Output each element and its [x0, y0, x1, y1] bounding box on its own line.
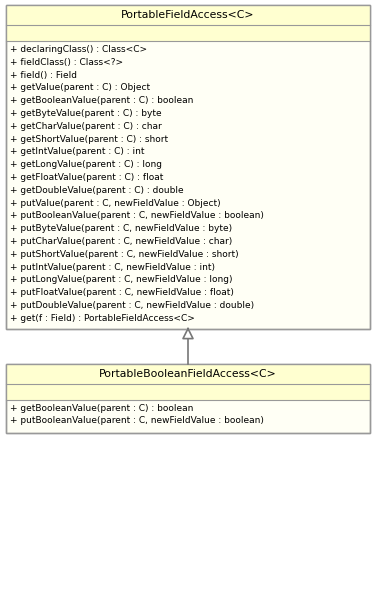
Text: + getDoubleValue(parent : C) : double: + getDoubleValue(parent : C) : double [10, 186, 183, 195]
Text: + declaringClass() : Class<C>: + declaringClass() : Class<C> [10, 45, 147, 54]
Text: + getLongValue(parent : C) : long: + getLongValue(parent : C) : long [10, 160, 162, 169]
Text: + putCharValue(parent : C, newFieldValue : char): + putCharValue(parent : C, newFieldValue… [10, 237, 232, 246]
Text: + putLongValue(parent : C, newFieldValue : long): + putLongValue(parent : C, newFieldValue… [10, 275, 232, 284]
Text: + getBooleanValue(parent : C) : boolean: + getBooleanValue(parent : C) : boolean [10, 403, 193, 413]
Text: + getValue(parent : C) : Object: + getValue(parent : C) : Object [10, 83, 150, 93]
Text: + putValue(parent : C, newFieldValue : Object): + putValue(parent : C, newFieldValue : O… [10, 199, 221, 208]
Text: + getFloatValue(parent : C) : float: + getFloatValue(parent : C) : float [10, 173, 164, 182]
Bar [6, 5, 370, 329]
Text: + putByteValue(parent : C, newFieldValue : byte): + putByteValue(parent : C, newFieldValue… [10, 224, 232, 233]
Text: + putBooleanValue(parent : C, newFieldValue : boolean): + putBooleanValue(parent : C, newFieldVa… [10, 211, 264, 221]
Text: + putIntValue(parent : C, newFieldValue : int): + putIntValue(parent : C, newFieldValue … [10, 262, 215, 272]
Text: + getShortValue(parent : C) : short: + getShortValue(parent : C) : short [10, 135, 168, 143]
Text: PortableBooleanFieldAccess<C>: PortableBooleanFieldAccess<C> [99, 368, 277, 379]
Bar [6, 384, 370, 400]
Bar [6, 5, 370, 329]
Text: + putBooleanValue(parent : C, newFieldValue : boolean): + putBooleanValue(parent : C, newFieldVa… [10, 416, 264, 425]
Bar [6, 364, 370, 384]
Text: + putShortValue(parent : C, newFieldValue : short): + putShortValue(parent : C, newFieldValu… [10, 250, 239, 259]
Bar [6, 25, 370, 41]
Text: + getIntValue(parent : C) : int: + getIntValue(parent : C) : int [10, 147, 144, 156]
Text: + fieldClass() : Class<?>: + fieldClass() : Class<?> [10, 58, 123, 67]
Text: + getBooleanValue(parent : C) : boolean: + getBooleanValue(parent : C) : boolean [10, 96, 193, 105]
Text: + field() : Field: + field() : Field [10, 70, 77, 80]
Text: + putFloatValue(parent : C, newFieldValue : float): + putFloatValue(parent : C, newFieldValu… [10, 288, 234, 297]
Text: + putDoubleValue(parent : C, newFieldValue : double): + putDoubleValue(parent : C, newFieldVal… [10, 301, 254, 310]
Bar [6, 5, 370, 25]
Text: + get(f : Field) : PortableFieldAccess<C>: + get(f : Field) : PortableFieldAccess<C… [10, 314, 195, 323]
Text: PortableFieldAccess<C>: PortableFieldAccess<C> [121, 10, 255, 20]
Text: + getCharValue(parent : C) : char: + getCharValue(parent : C) : char [10, 122, 162, 131]
Bar [6, 364, 370, 433]
Text: + getByteValue(parent : C) : byte: + getByteValue(parent : C) : byte [10, 109, 162, 118]
Bar [6, 364, 370, 433]
Polygon shape [183, 329, 193, 338]
